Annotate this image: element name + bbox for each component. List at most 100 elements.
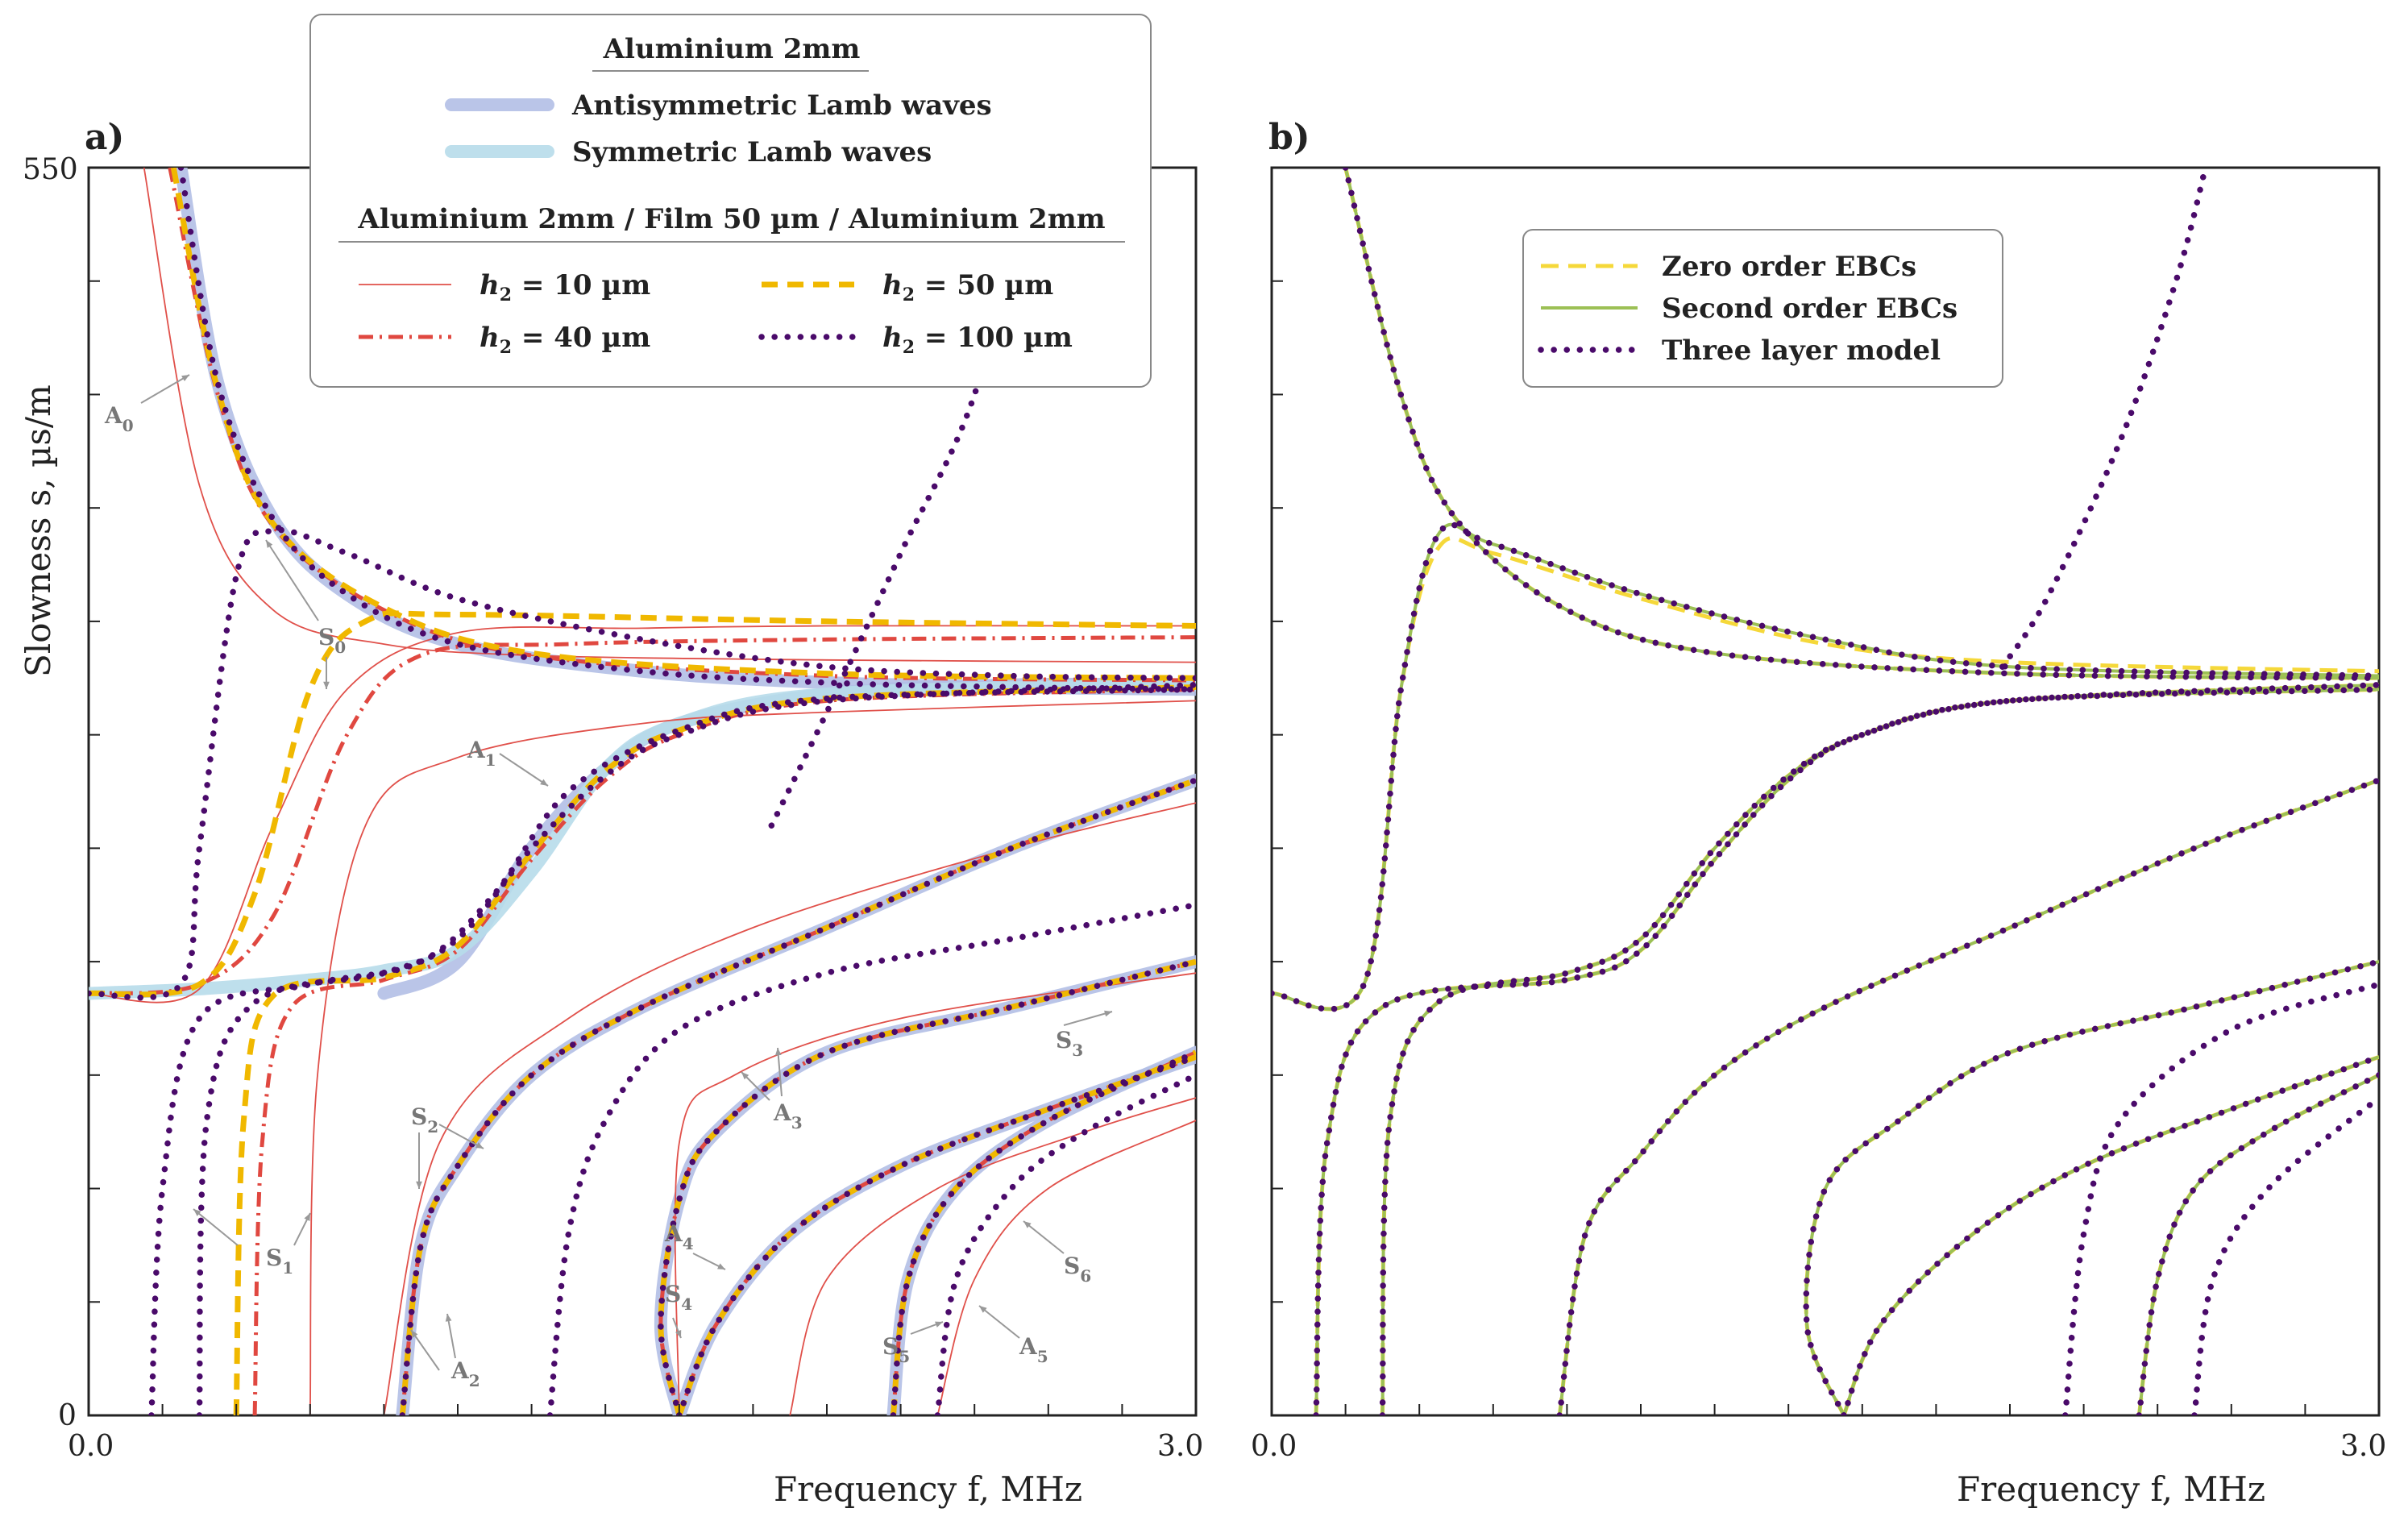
b-series-2-curve-0 xyxy=(1342,168,2379,682)
b-series-2-curve-5 xyxy=(1803,958,2379,1415)
annotation-arrowhead-S2-0 xyxy=(416,1181,422,1189)
b-series-0-curve-7 xyxy=(2136,1073,2379,1415)
a-series-2-curve-5 xyxy=(789,1097,1196,1415)
a-series-2-curve-4 xyxy=(674,972,1196,1415)
annotation-arrowhead-S6-0 xyxy=(1023,1221,1032,1228)
a-series-5-curve-1 xyxy=(89,526,1196,1001)
b-series-2-curve-10 xyxy=(1999,168,2209,670)
panel-a-x-tick-0: 0.0 xyxy=(68,1430,114,1463)
annotation-arrow-S0-0 xyxy=(265,539,319,621)
annotation-A0: A0 xyxy=(104,402,134,435)
panel-b-legend-box xyxy=(1522,229,2003,388)
a-series-5-curve-5 xyxy=(658,958,1196,1415)
b-series-1-curve-1 xyxy=(1272,522,2379,1011)
b-series-1-curve-3 xyxy=(1380,683,2379,1415)
b-series-group xyxy=(1272,168,2379,1415)
a-series-4-curve-1 xyxy=(89,610,1196,998)
panel-a-y-tick-0: 0 xyxy=(58,1399,77,1432)
panel-a: a) 550 0 0.0 3.0 Frequency f, MHz Slowne… xyxy=(19,14,1203,1509)
annotation-S6: S6 xyxy=(1064,1253,1091,1286)
annotation-arrowhead-S4-0 xyxy=(675,1330,682,1338)
a-series-2-curve-6 xyxy=(936,1120,1196,1415)
annotation-arrow-A1-0 xyxy=(499,753,549,787)
b-series-2-curve-4 xyxy=(1556,777,2379,1415)
b-series-0-curve-2 xyxy=(1314,687,2379,1415)
legend-a-label-h2-0: h2 = 10 µm xyxy=(480,269,650,305)
annotation-arrow-S3-0 xyxy=(1063,1011,1113,1026)
annotation-arrow-A3-0 xyxy=(777,1047,783,1097)
annotation-arrow-S1-0 xyxy=(193,1208,239,1246)
annotation-arrowhead-S1-1 xyxy=(304,1213,310,1221)
panel-a-x-axis-title: Frequency f, MHz xyxy=(774,1469,1082,1509)
legend-b-label-1: Second order EBCs xyxy=(1662,293,1958,325)
legend-b-entries: Zero order EBCs Second order EBCs Three la… xyxy=(1538,251,1958,367)
panel-b-legend: Zero order EBCs Second order EBCs Three la… xyxy=(1522,229,2003,388)
annotation-arrowhead-A0-0 xyxy=(181,375,189,382)
annotation-S2: S2 xyxy=(411,1103,438,1136)
legend-a-title-2: Aluminium 2mm / Film 50 µm / Aluminium 2… xyxy=(357,203,1105,235)
legend-a-lamb-entries: Antisymmetric Lamb waves Symmetric Lamb w… xyxy=(445,89,992,168)
b-series-1-curve-6 xyxy=(1842,1055,2379,1415)
b-series-1-curve-7 xyxy=(2137,1074,2379,1415)
panel-a-y-axis-title: Slowness s, µs/m xyxy=(19,384,58,677)
annotation-A5: A5 xyxy=(1019,1333,1048,1366)
a-series-5-curve-4 xyxy=(399,777,1196,1415)
a-series-2-curve-0 xyxy=(143,168,1196,663)
b-series-0-curve-3 xyxy=(1380,683,2379,1415)
annotation-arrow-S2-1 xyxy=(438,1124,484,1149)
annotation-A2: A2 xyxy=(450,1357,480,1390)
legend-a-label-symmetric: Symmetric Lamb waves xyxy=(572,136,932,168)
a-series-2-curve-2 xyxy=(309,700,1196,1415)
annotation-S3: S3 xyxy=(1056,1027,1083,1060)
panel-a-ticks xyxy=(88,167,1197,1416)
b-series-2-curve-2 xyxy=(1313,686,2379,1415)
annotation-arrow-A2-0 xyxy=(446,1313,456,1359)
legend-b-label-0: Zero order EBCs xyxy=(1662,251,1916,283)
annotation-A4: A4 xyxy=(664,1220,694,1253)
a-series-5-curve-8 xyxy=(546,901,1196,1415)
annotation-arrowhead-S5-0 xyxy=(935,1321,943,1328)
annotation-A1: A1 xyxy=(467,737,496,770)
panel-b-ticks xyxy=(1271,167,2380,1416)
panel-a-legend: Aluminium 2mm Antisymmetric Lamb waves Sy… xyxy=(309,14,1152,388)
annotation-arrowhead-S2-1 xyxy=(475,1142,484,1149)
b-series-0-curve-1 xyxy=(1272,536,2379,1012)
b-series-2-curve-6 xyxy=(1841,1053,2379,1415)
panel-b: b) 0.0 3.0 Frequency f, MHz Zero order E… xyxy=(1251,117,2386,1509)
annotation-arrowhead-S3-0 xyxy=(1104,1010,1112,1017)
panel-b-x-axis-title: Frequency f, MHz xyxy=(1957,1469,2265,1509)
a-series-4-curve-2 xyxy=(233,684,1196,1415)
b-series-2-curve-9 xyxy=(2191,1095,2379,1415)
b-series-2-curve-8 xyxy=(2061,981,2379,1415)
annotation-S4: S4 xyxy=(665,1281,692,1314)
a-series-4-curve-6 xyxy=(890,1049,1196,1415)
legend-b-label-2: Three layer model xyxy=(1662,335,1941,367)
legend-a-label-h2-3: h2 = 100 µm xyxy=(882,322,1073,358)
b-series-2-curve-1 xyxy=(1272,521,2379,1012)
annotation-arrowhead-A3-1 xyxy=(741,1072,749,1080)
b-series-1-curve-2 xyxy=(1314,688,2379,1415)
legend-a-label-h2-1: h2 = 40 µm xyxy=(480,322,650,358)
legend-a-h2-entries: h2 = 10 µm h2 = 40 µm h2 = 50 µm h2 = 100 µ… xyxy=(359,269,1073,358)
annotation-arrow-A0-0 xyxy=(140,374,190,404)
a-series-5-curve-3 xyxy=(196,681,1196,1415)
annotation-arrow-A5-0 xyxy=(978,1305,1020,1339)
a-series-1-curve-0 xyxy=(89,678,1196,1000)
annotation-arrowhead-S0-1 xyxy=(323,681,330,689)
a-series-5-curve-2 xyxy=(148,686,1196,1415)
panel-b-label: b) xyxy=(1268,117,1310,158)
annotation-arrowhead-A1-0 xyxy=(540,779,548,786)
annotation-arrowhead-A2-1 xyxy=(411,1330,418,1338)
panel-a-label: a) xyxy=(85,117,124,158)
a-series-5-curve-6 xyxy=(676,1053,1196,1415)
a-series-0-curve-3 xyxy=(654,955,1196,1415)
panel-b-x-tick-0: 0.0 xyxy=(1251,1430,1297,1463)
panel-b-x-tick-3: 3.0 xyxy=(2340,1430,2386,1463)
legend-a-label-antisymmetric: Antisymmetric Lamb waves xyxy=(571,89,992,122)
annotation-arrow-S6-0 xyxy=(1023,1220,1065,1254)
panel-b-plot-area xyxy=(1270,166,2381,1417)
annotation-arrowhead-S0-0 xyxy=(266,540,273,548)
panel-a-x-tick-3: 3.0 xyxy=(1157,1430,1203,1463)
legend-a-label-h2-2: h2 = 50 µm xyxy=(882,269,1053,305)
